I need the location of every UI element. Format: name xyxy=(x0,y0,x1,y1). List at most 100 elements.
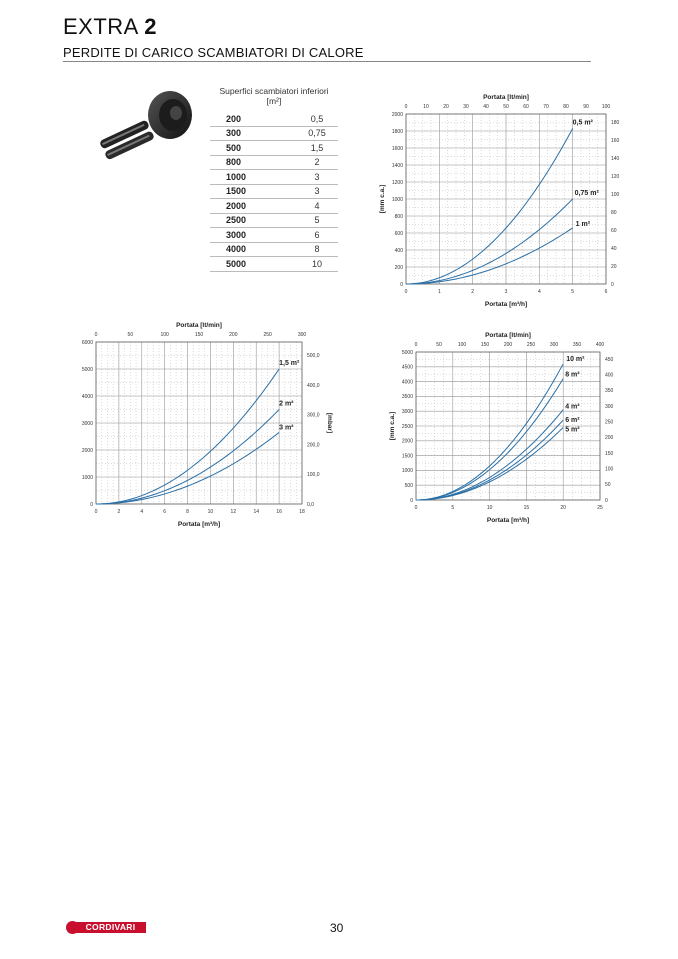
surface-table-caption-text: Superfici scambiatori inferiori xyxy=(219,86,329,96)
chart-top-axis-title: Portata [lt/min] xyxy=(485,332,531,339)
y-tick-label: 0 xyxy=(400,282,403,288)
x-tick-label: 12 xyxy=(231,509,237,515)
plot-frame xyxy=(405,113,607,285)
surface-cell: 4 xyxy=(296,198,338,214)
y-right-axis-label: [mbar] xyxy=(326,413,333,433)
y-tick-label: 6000 xyxy=(82,340,93,346)
top-tick-label: 50 xyxy=(503,104,509,110)
right-tick-label: 20 xyxy=(611,264,617,270)
series-label: 2 m² xyxy=(279,401,294,408)
x-axis-label: Portata [m³/h] xyxy=(487,517,529,524)
chart-top-axis-title: Portata [lt/min] xyxy=(483,94,529,101)
heat-exchanger-image xyxy=(100,91,192,160)
series-line xyxy=(415,427,564,501)
y-tick-label: 2000 xyxy=(82,448,93,454)
chart-1-svg: 0 1 2 3 4 5 6020040060080010001200140016001800… xyxy=(379,94,620,308)
surface-cell: 6 xyxy=(296,227,338,243)
right-tick-label: 40 xyxy=(611,246,617,252)
right-tick-label: 200,0 xyxy=(307,442,320,448)
surface-table-body: 200 0,5 300 0,75 500 1,5 800 2 1000 3 1500 3 2000 4 25… xyxy=(210,112,338,272)
y-tick-label: 4500 xyxy=(402,365,413,371)
x-tick-label: 2 xyxy=(117,509,120,515)
x-tick-label: 0 xyxy=(405,289,408,295)
top-tick-label: 20 xyxy=(443,104,449,110)
y-tick-label: 3000 xyxy=(402,409,413,415)
series-label: 1,5 m² xyxy=(279,360,300,367)
series-line xyxy=(95,409,280,505)
y-tick-label: 400 xyxy=(395,248,404,254)
right-tick-label: 0,0 xyxy=(307,502,314,508)
surface-row: 1000 3 xyxy=(210,169,338,185)
x-tick-label: 16 xyxy=(276,509,282,515)
cordivari-logo: CORDIVARI xyxy=(66,921,146,934)
y-tick-label: 600 xyxy=(395,231,404,237)
series-line xyxy=(405,227,573,285)
model-cell: 2500 xyxy=(210,213,297,228)
x-tick-label: 4 xyxy=(140,509,143,515)
top-tick-label: 150 xyxy=(481,342,490,348)
model-cell: 1500 xyxy=(210,184,297,199)
y-tick-label: 3000 xyxy=(82,421,93,427)
top-tick-label: 90 xyxy=(583,104,589,110)
right-tick-label: 500,0 xyxy=(307,353,320,359)
right-tick-label: 100 xyxy=(605,466,614,472)
x-tick-label: 5 xyxy=(571,289,574,295)
top-tick-label: 200 xyxy=(504,342,513,348)
top-tick-label: 0 xyxy=(415,342,418,348)
y-tick-label: 200 xyxy=(395,265,404,271)
y-tick-label: 5000 xyxy=(402,350,413,356)
y-tick-label: 0 xyxy=(410,498,413,504)
surface-row: 500 1,5 xyxy=(210,140,338,156)
surface-row: 2500 5 xyxy=(210,213,338,228)
series-line xyxy=(95,432,280,505)
x-tick-label: 0 xyxy=(95,509,98,515)
right-tick-label: 0 xyxy=(611,282,614,288)
right-tick-label: 300,0 xyxy=(307,413,320,419)
surface-row: 3000 6 xyxy=(210,227,338,243)
model-cell: 5000 xyxy=(210,256,297,272)
right-tick-label: 160 xyxy=(611,138,620,144)
x-tick-label: 10 xyxy=(487,505,493,511)
section-subtitle: PERDITE DI CARICO SCAMBIATORI DI CALORE xyxy=(63,45,364,60)
x-tick-label: 2 xyxy=(471,289,474,295)
right-tick-label: 180 xyxy=(611,120,620,126)
surface-cell: 3 xyxy=(296,184,338,199)
x-tick-label: 10 xyxy=(208,509,214,515)
series-label: 3 m² xyxy=(279,424,294,431)
y-tick-label: 1200 xyxy=(392,180,403,186)
chart-pressure-loss-2: 0 2 4 6 8 10 12 14 16 18 0 1000 2000 3000 4000 5000 6000… xyxy=(80,316,345,534)
model-cell: 4000 xyxy=(210,242,297,257)
surface-cell: 2 xyxy=(296,155,338,170)
x-tick-label: 3 xyxy=(505,289,508,295)
top-tick-label: 100 xyxy=(602,104,611,110)
top-tick-label: 350 xyxy=(573,342,582,348)
x-tick-label: 6 xyxy=(605,289,608,295)
title-bold: 2 xyxy=(144,14,158,39)
plot-frame xyxy=(95,341,303,505)
series-line xyxy=(405,198,574,285)
surface-row: 2000 4 xyxy=(210,198,338,214)
page-number: 30 xyxy=(330,921,344,935)
top-tick-label: 250 xyxy=(263,332,272,338)
top-tick-label: 70 xyxy=(543,104,549,110)
chart-pressure-loss-3: 0 5 10 15 20 25 0 500 1000 1500 2000 2500 3000 3500 40… xyxy=(366,318,622,534)
y-tick-label: 500 xyxy=(405,483,414,489)
surface-cell: 10 xyxy=(296,256,338,272)
series-line xyxy=(95,368,280,505)
y-tick-label: 800 xyxy=(395,214,404,220)
top-tick-label: 250 xyxy=(527,342,536,348)
x-axis-label: Portata [m³/h] xyxy=(485,301,527,308)
top-tick-label: 100 xyxy=(458,342,467,348)
chart-pressure-loss-1: 0 1 2 3 4 5 6 0 200 400 600 800 1000 1200 1400 1600 1800… xyxy=(370,84,620,316)
chart-2-svg: 0 2 4 6 8 10 12 14 16 180100020003000400050006000… xyxy=(82,322,333,528)
surface-row: 1500 3 xyxy=(210,184,338,199)
y-tick-label: 2000 xyxy=(392,112,403,118)
right-tick-label: 50 xyxy=(605,482,611,488)
y-tick-label: 1000 xyxy=(402,468,413,474)
y-tick-label: 1600 xyxy=(392,146,403,152)
header-divider xyxy=(63,61,591,62)
surface-cell: 0,5 xyxy=(296,112,338,127)
y-tick-label: 4000 xyxy=(82,394,93,400)
page-title: EXTRA 2 xyxy=(63,14,157,40)
surface-row: 300 0,75 xyxy=(210,126,338,141)
